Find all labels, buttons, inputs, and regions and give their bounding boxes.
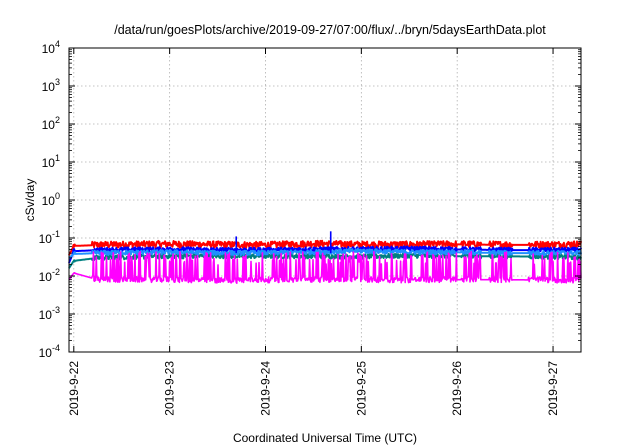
- y-tick-label-exponent: 4: [55, 39, 60, 49]
- y-tick-label-exponent: -1: [52, 229, 60, 239]
- series-line: [68, 247, 582, 259]
- series-group: [68, 231, 582, 284]
- y-tick-label: 10-4: [39, 343, 60, 360]
- y-tick-label-exponent: -2: [52, 267, 60, 277]
- y-tick-label-base: 10: [42, 118, 56, 132]
- y-tick-label: 10-2: [39, 267, 60, 284]
- y-tick-label-base: 10: [42, 156, 56, 170]
- series-line: [68, 239, 582, 256]
- y-tick-label: 103: [42, 77, 60, 94]
- y-tick-label: 101: [42, 153, 60, 170]
- x-axis-label: Coordinated Universal Time (UTC): [233, 431, 417, 445]
- y-tick-label-exponent: 1: [55, 153, 60, 163]
- y-tick-label: 102: [42, 115, 60, 132]
- y-tick-label-exponent: 0: [55, 191, 60, 201]
- y-tick-label: 10-3: [39, 305, 60, 322]
- x-tick-label: 2019-9-25: [354, 361, 368, 416]
- y-tick-label-base: 10: [39, 270, 53, 284]
- x-tick-label: 2019-9-26: [450, 361, 464, 416]
- chart-title: /data/run/goesPlots/archive/2019-09-27/0…: [114, 23, 546, 37]
- x-tick-label: 2019-9-23: [163, 361, 177, 416]
- y-tick-label-base: 10: [39, 308, 53, 322]
- y-tick-label-base: 10: [39, 346, 53, 360]
- y-tick-label-exponent: -4: [52, 343, 60, 353]
- tick-labels: 10-410-310-210-11001011021031042019-9-22…: [39, 39, 560, 416]
- y-tick-label: 10-1: [39, 229, 60, 246]
- series-line: [68, 250, 582, 284]
- y-tick-label-base: 10: [42, 80, 56, 94]
- ticks: [69, 47, 581, 353]
- y-tick-label-exponent: 3: [55, 77, 60, 87]
- x-tick-label: 2019-9-22: [67, 361, 81, 416]
- y-tick-label: 104: [42, 39, 60, 56]
- y-tick-label-base: 10: [42, 194, 56, 208]
- x-tick-label: 2019-9-27: [546, 361, 560, 416]
- y-tick-label-exponent: -3: [52, 305, 60, 315]
- y-tick-label-base: 10: [42, 42, 56, 56]
- y-axis-label: cSv/day: [23, 179, 37, 222]
- x-tick-label: 2019-9-24: [258, 361, 272, 416]
- y-tick-label-exponent: 2: [55, 115, 60, 125]
- y-tick-label: 100: [42, 191, 60, 208]
- y-tick-label-base: 10: [39, 232, 53, 246]
